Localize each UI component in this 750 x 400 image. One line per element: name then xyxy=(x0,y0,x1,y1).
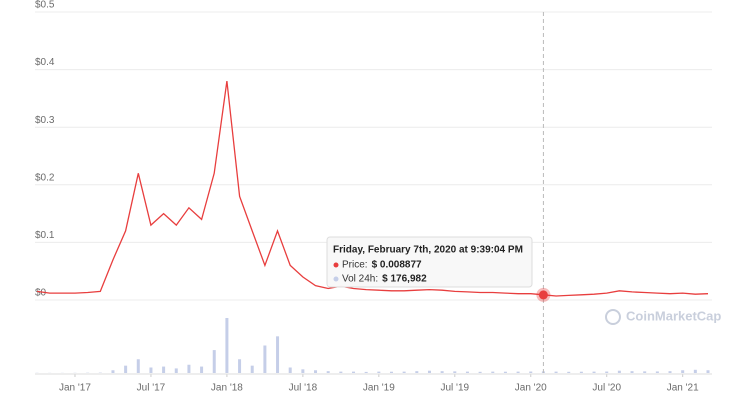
volume-bar xyxy=(478,371,482,373)
volume-bar xyxy=(681,370,685,373)
volume-bar xyxy=(592,371,596,373)
volume-bar xyxy=(567,371,571,373)
x-tick-label: Jul '19 xyxy=(440,383,469,394)
x-tick-label: Jul '17 xyxy=(137,383,166,394)
volume-bar xyxy=(706,370,710,373)
volume-bar xyxy=(238,359,242,373)
volume-bar xyxy=(389,371,393,373)
tooltip-value: $ 176,982 xyxy=(382,274,427,285)
volume-bar xyxy=(377,371,381,373)
volume-bar xyxy=(149,367,153,373)
tooltip-dot xyxy=(333,262,339,268)
tooltip: Friday, February 7th, 2020 at 9:39:04 PM… xyxy=(326,236,533,288)
volume-bar xyxy=(402,371,406,373)
volume-bar xyxy=(200,366,204,373)
volume-bar xyxy=(364,371,368,373)
volume-bar xyxy=(276,336,280,373)
volume-bar xyxy=(326,371,330,373)
volume-bar xyxy=(579,371,583,373)
x-tick-label: Jul '20 xyxy=(592,383,621,394)
x-tick-label: Jan '17 xyxy=(59,383,91,394)
volume-bar xyxy=(111,370,115,373)
volume-bar xyxy=(124,365,128,373)
volume-bar xyxy=(288,367,292,373)
x-tick-label: Jan '18 xyxy=(211,383,243,394)
volume-bar xyxy=(187,364,191,373)
volume-bar xyxy=(655,371,659,373)
volume-bar xyxy=(415,371,419,373)
volume-bar xyxy=(427,370,431,373)
y-tick-label: $0.1 xyxy=(35,230,55,241)
volume-bar xyxy=(529,371,533,373)
volume-bar xyxy=(668,371,672,373)
volume-bar xyxy=(516,371,520,373)
volume-bar xyxy=(263,345,267,373)
x-tick-label: Jan '21 xyxy=(667,383,699,394)
x-tick-label: Jan '19 xyxy=(363,383,395,394)
y-tick-label: $0.2 xyxy=(35,172,55,183)
volume-bar xyxy=(212,350,216,373)
y-tick-label: $0 xyxy=(35,288,47,299)
watermark: CoinMarketCap xyxy=(626,308,721,323)
volume-bar xyxy=(643,371,647,373)
tooltip-title: Friday, February 7th, 2020 at 9:39:04 PM xyxy=(333,245,523,256)
price-line xyxy=(36,81,709,297)
volume-bar xyxy=(162,366,166,373)
volume-bar xyxy=(554,371,558,373)
y-tick-label: $0.3 xyxy=(35,115,55,126)
volume-bar xyxy=(491,371,495,373)
y-tick-label: $0.4 xyxy=(35,57,55,68)
volume-bar xyxy=(339,371,343,373)
tooltip-value: $ 0.008877 xyxy=(372,260,422,271)
hover-marker xyxy=(538,290,548,300)
x-tick-label: Jan '20 xyxy=(515,383,547,394)
volume-bar xyxy=(630,371,634,373)
volume-bar xyxy=(605,371,609,373)
volume-bar xyxy=(225,318,229,373)
volume-bar xyxy=(465,371,469,373)
volume-bar xyxy=(503,371,507,373)
tooltip-dot xyxy=(333,276,339,282)
volume-bar xyxy=(453,371,457,373)
volume-bar xyxy=(693,369,697,373)
x-tick-label: Jul '18 xyxy=(289,383,318,394)
y-tick-label: $0.5 xyxy=(35,0,55,11)
volume-bar xyxy=(301,369,305,373)
tooltip-label: Vol 24h: xyxy=(342,274,378,285)
tooltip-box xyxy=(326,236,533,288)
volume-bar xyxy=(440,371,444,373)
volume-bar xyxy=(314,370,318,373)
volume-bar xyxy=(174,368,178,373)
volume-bar xyxy=(352,371,356,373)
watermark-logo xyxy=(605,309,621,325)
tooltip-label: Price: xyxy=(342,260,368,271)
volume-bar xyxy=(617,370,621,373)
volume-bar xyxy=(250,365,254,373)
volume-bar xyxy=(136,359,140,373)
